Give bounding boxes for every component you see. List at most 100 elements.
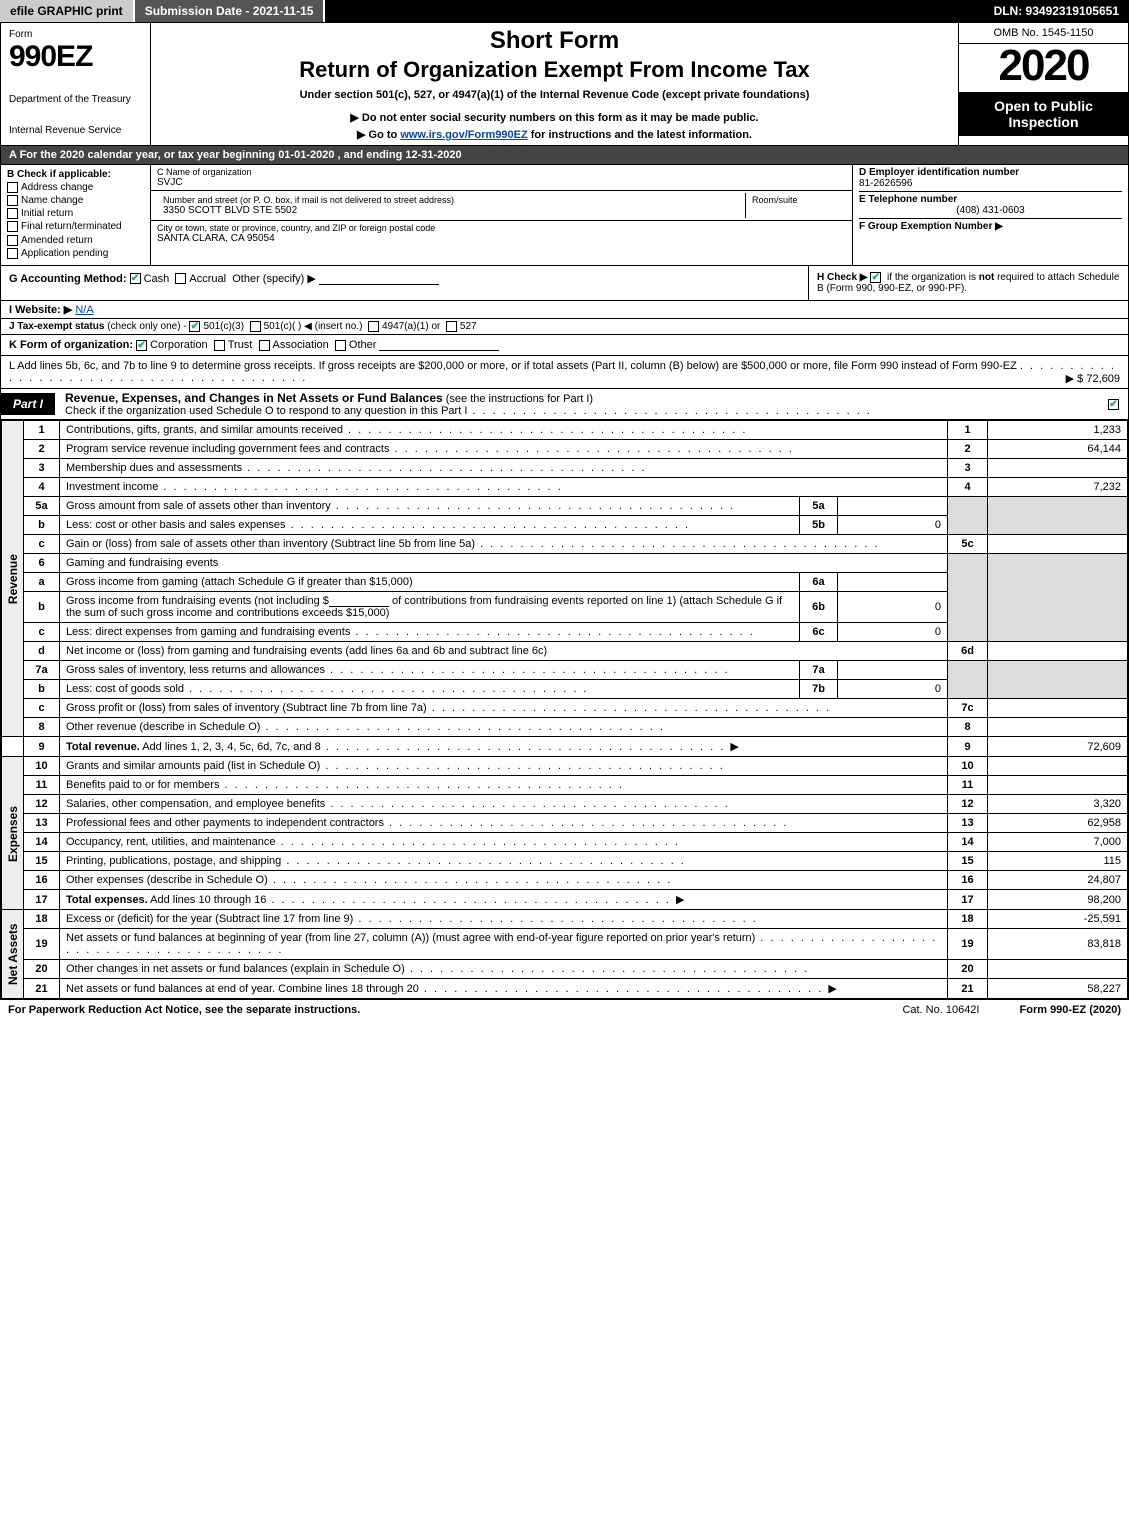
street-block: Number and street (or P. O. box, if mail… (151, 191, 852, 221)
chk-4947[interactable] (368, 321, 379, 332)
period-row: A For the 2020 calendar year, or tax yea… (1, 146, 1128, 165)
chk-other[interactable] (335, 340, 346, 351)
other-org-input[interactable] (379, 339, 499, 351)
chk-amended-return[interactable]: Amended return (7, 235, 144, 246)
row-l-gross: L Add lines 5b, 6c, and 7b to line 9 to … (1, 356, 1128, 389)
city-value: SANTA CLARA, CA 95054 (157, 233, 846, 244)
l-text: L Add lines 5b, 6c, and 7b to line 9 to … (9, 360, 1017, 372)
row-j-taxexempt: J Tax-exempt status (check only one) - 5… (1, 319, 1128, 335)
chk-trust[interactable] (214, 340, 225, 351)
box-c: C Name of organization SVJC Number and s… (151, 165, 853, 265)
j-label: J Tax-exempt status (9, 321, 104, 332)
chk-501c3[interactable] (189, 321, 200, 332)
row-g-h: G Accounting Method: Cash Accrual Other … (1, 266, 1128, 301)
irs-label: Internal Revenue Service (9, 125, 142, 136)
city-block: City or town, state or province, country… (151, 221, 852, 246)
row-i-website: I Website: ▶ N/A (1, 301, 1128, 319)
header-right: OMB No. 1545-1150 2020 Open to Public In… (958, 23, 1128, 145)
box-b: B Check if applicable: Address change Na… (1, 165, 151, 265)
irs-link[interactable]: www.irs.gov/Form990EZ (400, 129, 527, 141)
chk-association[interactable] (259, 340, 270, 351)
line-16: 16Other expenses (describe in Schedule O… (2, 871, 1128, 890)
goto-post: for instructions and the latest informat… (528, 129, 752, 141)
room-label: Room/suite (746, 193, 846, 218)
phone-label: E Telephone number (859, 194, 1122, 205)
top-bar: efile GRAPHIC print Submission Date - 20… (0, 0, 1129, 22)
line-3: 3 Membership dues and assessments 3 (2, 459, 1128, 478)
ein-value: 81-2626596 (859, 178, 1122, 189)
org-name-value: SVJC (157, 177, 846, 188)
footer-formref: Form 990-EZ (2020) (1020, 1004, 1122, 1016)
goto-pre: ▶ Go to (357, 129, 400, 141)
street-label: Number and street (or P. O. box, if mail… (163, 195, 739, 205)
header-center: Short Form Return of Organization Exempt… (151, 23, 958, 145)
sidebar-netassets: Net Assets (2, 910, 24, 999)
line-12: 12Salaries, other compensation, and empl… (2, 795, 1128, 814)
dept-label: Department of the Treasury (9, 94, 142, 105)
note-ssn: ▶ Do not enter social security numbers o… (161, 111, 948, 124)
chk-name-change[interactable]: Name change (7, 195, 144, 206)
line-5c: c Gain or (loss) from sale of assets oth… (2, 535, 1128, 554)
phone-value: (408) 431-0603 (859, 205, 1122, 216)
chk-corporation[interactable] (136, 340, 147, 351)
street-value: 3350 SCOTT BLVD STE 5502 (163, 205, 739, 216)
form-word: Form (9, 29, 142, 40)
title-short-form: Short Form (161, 27, 948, 55)
line-5a: 5a Gross amount from sale of assets othe… (2, 497, 1128, 516)
line-17: 17Total expenses. Add lines 10 through 1… (2, 890, 1128, 910)
chk-527[interactable] (446, 321, 457, 332)
website-label: I Website: ▶ (9, 304, 72, 316)
row-k-formorg: K Form of organization: Corporation Trus… (1, 335, 1128, 356)
part1-badge: Part I (1, 393, 55, 415)
website-value[interactable]: N/A (75, 304, 93, 316)
line-18: Net Assets 18Excess or (deficit) for the… (2, 910, 1128, 929)
org-name-block: C Name of organization SVJC (151, 165, 852, 191)
k-label: K Form of organization: (9, 339, 133, 351)
line-11: 11Benefits paid to or for members11 (2, 776, 1128, 795)
footer-left: For Paperwork Reduction Act Notice, see … (8, 1004, 360, 1016)
form-body: Form 990EZ Department of the Treasury In… (0, 22, 1129, 1000)
accounting-method: G Accounting Method: Cash Accrual Other … (1, 266, 808, 300)
chk-initial-return[interactable]: Initial return (7, 208, 144, 219)
page-footer: For Paperwork Reduction Act Notice, see … (0, 1000, 1129, 1020)
line-7a: 7a Gross sales of inventory, less return… (2, 661, 1128, 680)
part1-header: Part I Revenue, Expenses, and Changes in… (1, 389, 1128, 420)
j-sub: (check only one) - (107, 321, 186, 332)
line-21: 21Net assets or fund balances at end of … (2, 979, 1128, 999)
footer-catno: Cat. No. 10642I (902, 1004, 979, 1016)
line-6: 6 Gaming and fundraising events (2, 554, 1128, 573)
chk-final-return[interactable]: Final return/terminated (7, 221, 144, 232)
line-1: Revenue 1 Contributions, gifts, grants, … (2, 421, 1128, 440)
dln-label: DLN: 93492319105651 (984, 0, 1129, 22)
title-return: Return of Organization Exempt From Incom… (161, 57, 948, 83)
subtitle: Under section 501(c), 527, or 4947(a)(1)… (161, 89, 948, 101)
org-name-label: C Name of organization (157, 167, 846, 177)
sidebar-expenses: Expenses (2, 757, 24, 910)
chk-501c[interactable] (250, 321, 261, 332)
line-9: 9 Total revenue. Add lines 1, 2, 3, 4, 5… (2, 737, 1128, 757)
chk-address-change[interactable]: Address change (7, 182, 144, 193)
sidebar-revenue: Revenue (2, 421, 24, 737)
l-amount: ▶ $ 72,609 (1066, 372, 1120, 385)
line-19: 19Net assets or fund balances at beginni… (2, 929, 1128, 960)
ein-label: D Employer identification number (859, 167, 1122, 178)
chk-accrual[interactable] (175, 273, 186, 284)
submission-date-label: Submission Date - 2021-11-15 (135, 0, 326, 22)
line-7c: c Gross profit or (loss) from sales of i… (2, 699, 1128, 718)
form-number: 990EZ (9, 40, 142, 74)
part1-checkbox[interactable] (1098, 398, 1128, 410)
part1-title: Revenue, Expenses, and Changes in Net As… (65, 389, 1098, 419)
efile-print-label[interactable]: efile GRAPHIC print (0, 0, 135, 22)
h-box: H Check ▶ if the organization is not req… (808, 266, 1128, 300)
chk-cash[interactable] (130, 273, 141, 284)
other-specify-input[interactable] (319, 273, 439, 285)
part1-sub: Check if the organization used Schedule … (65, 405, 467, 417)
form-header: Form 990EZ Department of the Treasury In… (1, 23, 1128, 146)
chk-application-pending[interactable]: Application pending (7, 248, 144, 259)
chk-h[interactable] (870, 272, 881, 283)
line-6d: d Net income or (loss) from gaming and f… (2, 642, 1128, 661)
line-13: 13Professional fees and other payments t… (2, 814, 1128, 833)
tax-year: 2020 (959, 44, 1128, 88)
lines-table: Revenue 1 Contributions, gifts, grants, … (1, 420, 1128, 999)
h-label: H Check ▶ (817, 272, 867, 283)
